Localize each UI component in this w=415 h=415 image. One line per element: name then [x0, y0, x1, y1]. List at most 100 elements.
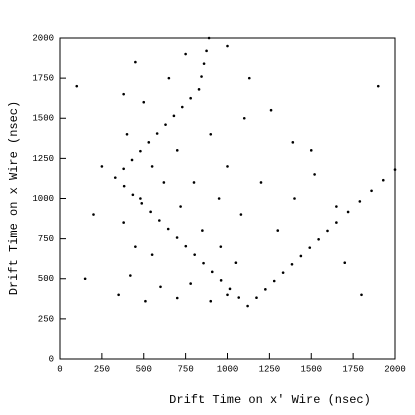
scatter-point — [147, 141, 151, 144]
scatter-point — [343, 261, 347, 265]
scatter-point — [75, 84, 79, 88]
scatter-point — [207, 36, 211, 40]
scatter-point — [192, 181, 196, 184]
scatter-point — [122, 167, 125, 171]
scatter-point — [234, 261, 238, 265]
scatter-point — [159, 285, 162, 289]
y-tick-label: 250 — [38, 314, 54, 324]
scatter-point — [158, 219, 161, 222]
scatter-point — [299, 254, 303, 258]
scatter-point — [162, 181, 166, 184]
scatter-point — [197, 88, 201, 91]
scatter-point — [180, 105, 184, 109]
scatter-point — [219, 245, 223, 248]
scatter-point — [122, 221, 125, 224]
scatter-point — [247, 76, 251, 80]
scatter-point — [217, 197, 221, 200]
scatter-point — [125, 133, 129, 136]
scatter-point — [346, 210, 350, 214]
scatter-point — [179, 205, 182, 208]
scatter-point — [210, 270, 214, 274]
scatter-point — [167, 76, 171, 80]
scatter-point — [129, 274, 132, 277]
scatter-point — [131, 193, 135, 197]
x-tick-label: 1500 — [300, 364, 322, 374]
scatter-point — [139, 149, 142, 153]
x-tick-label: 1750 — [342, 364, 364, 374]
x-axis-title: Drift Time on x′ Wire (nsec) — [169, 393, 371, 407]
scatter-point — [293, 197, 296, 200]
scatter-point — [246, 304, 249, 308]
scatter-point — [381, 178, 385, 182]
scatter-point — [134, 245, 137, 248]
scatter-point — [175, 236, 179, 239]
scatter-point — [226, 165, 229, 168]
y-tick-label: 1250 — [32, 154, 54, 164]
scatter-point — [272, 279, 276, 283]
scatter-point — [117, 293, 120, 297]
scatter-point — [276, 229, 280, 232]
scatter-point — [166, 227, 170, 231]
scatter-point — [226, 44, 229, 48]
y-tick-label: 1000 — [32, 194, 54, 204]
scatter-point — [150, 165, 154, 168]
x-tick-label: 1250 — [259, 364, 281, 374]
scatter-point — [189, 282, 192, 285]
scatter-point — [92, 213, 95, 216]
scatter-point — [291, 141, 295, 144]
scatter-point — [209, 133, 213, 136]
scatter-point — [393, 168, 397, 171]
scatter-point — [209, 299, 213, 303]
x-tick-label: 0 — [57, 364, 62, 374]
scatter-point — [164, 123, 167, 126]
scatter-point — [242, 116, 246, 120]
scatter-point — [205, 49, 208, 53]
y-tick-label: 0 — [49, 354, 54, 364]
x-tick-label: 250 — [94, 364, 110, 374]
scatter-point — [317, 237, 320, 241]
scatter-point — [130, 158, 134, 162]
scatter-point — [219, 279, 223, 282]
scatter-point — [228, 287, 232, 291]
x-tick-label: 750 — [178, 364, 194, 374]
scatter-point — [200, 75, 203, 78]
scatter-point — [239, 213, 243, 216]
scatter-point — [290, 263, 294, 266]
scatter-point — [100, 165, 104, 168]
scatter-point — [376, 84, 380, 88]
scatter-point — [175, 296, 179, 300]
y-tick-label: 500 — [38, 274, 54, 284]
scatter-point — [144, 299, 147, 303]
scatter-point — [226, 293, 229, 297]
y-tick-label: 750 — [38, 234, 54, 244]
scatter-point — [184, 244, 188, 248]
scatter-point — [281, 271, 285, 274]
scatter-point — [313, 173, 316, 176]
scatter-point — [142, 100, 146, 104]
x-tick-label: 500 — [136, 364, 152, 374]
scatter-point — [189, 96, 192, 100]
scatter-point — [237, 296, 241, 299]
x-tick-label: 2000 — [384, 364, 406, 374]
scatter-point — [172, 114, 176, 118]
scatter-point — [202, 261, 205, 265]
scatter-point — [358, 200, 362, 203]
scatter-point — [150, 253, 154, 256]
scatter-point — [370, 189, 373, 193]
scatter-point — [175, 149, 179, 152]
scatter-point — [335, 205, 338, 208]
scatter-point — [264, 288, 267, 291]
scatter-point — [193, 253, 196, 256]
scatter-point — [360, 293, 363, 297]
scatter-point — [326, 229, 329, 233]
scatter-point — [269, 108, 273, 112]
y-axis-title: Drift Time on x Wire (nsec) — [7, 101, 21, 295]
plot-frame — [59, 37, 396, 360]
scatter-point — [335, 221, 338, 224]
scatter-point — [155, 132, 159, 135]
scatter-point — [140, 202, 144, 205]
scatter-point — [134, 60, 137, 64]
scatter-point — [122, 184, 126, 188]
scatter-point — [255, 296, 258, 299]
